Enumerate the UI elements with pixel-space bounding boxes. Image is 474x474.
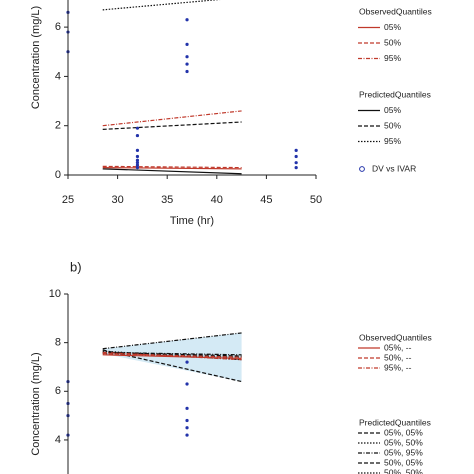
y-axis-label: Concentration (mg/L) [30,352,42,455]
legend-label: 05% [384,22,401,32]
legend-label: 05%, 50% [384,437,423,447]
data-point [135,166,140,170]
predicted-line [102,351,242,356]
legend-label: DV vs IVAR [372,163,416,173]
legend-swatch [359,166,365,172]
data-point [185,62,189,66]
data-point [185,18,189,22]
plot-area [66,0,298,175]
data-point [294,148,298,152]
data-point [185,360,189,364]
y-tick-label: 8 [55,337,61,349]
observed-line [102,354,242,360]
data-point [135,161,140,165]
predicted-line [102,351,242,357]
legend-label: 05%, -- [384,342,412,352]
observed-line [102,167,242,170]
data-point [185,433,189,437]
predicted-line [102,0,221,11]
x-tick-label: 50 [310,194,322,206]
y-tick-label: 6 [55,21,61,33]
observed-line [102,165,242,169]
legend-label: 50%, 05% [384,457,423,467]
legend-title: PredictedQuantiles [359,417,431,427]
y-axis-label: Concentration (mg/L) [30,6,42,109]
legend-label: 05%, 95% [384,447,423,457]
y-tick-label: 2 [55,120,61,132]
data-point [185,418,189,423]
x-tick-label: 25 [62,194,74,206]
data-point [185,382,189,386]
x-tick-label: 35 [161,194,173,206]
x-tick-label: 30 [111,194,123,206]
data-point [185,42,189,46]
legend-label: 50% [384,120,401,130]
observed-line [102,352,242,358]
data-point [135,133,140,138]
data-point [135,163,140,167]
y-tick-label: 6 [55,385,61,397]
legend-label: 95% [384,136,401,146]
legend-label: 95%, -- [384,362,412,372]
data-point [135,126,140,130]
predicted-line [102,332,242,350]
legend-label: 95% [384,53,401,63]
data-point [135,148,140,152]
predicted-line [102,121,242,131]
plot-area [66,332,242,437]
legend-label: 05%, 05% [384,427,423,437]
y-tick-label: 10 [49,288,61,300]
data-point [185,426,189,430]
legend-title: ObservedQuantiles [359,6,432,16]
y-tick-label: 0 [55,169,61,181]
panel-label: b) [70,259,82,274]
data-point [294,166,298,170]
legend-title: ObservedQuantiles [359,332,432,342]
observed-line [102,351,242,361]
legend-label: 50%, -- [384,352,412,362]
data-point [135,154,140,159]
legend-title: PredictedQuantiles [359,89,431,99]
predicted-line [102,168,242,175]
data-point [294,154,298,159]
data-point [294,161,298,165]
observed-line [102,110,242,127]
legend-label: 50% [384,37,401,47]
x-axis-label: Time (hr) [170,215,214,227]
data-point [185,69,189,74]
y-tick-label: 4 [55,70,61,82]
y-tick-label: 4 [55,434,61,446]
data-point [185,406,189,410]
x-tick-label: 45 [260,194,272,206]
data-point [185,55,189,59]
legend-label: 05% [384,105,401,115]
data-point [135,158,140,162]
legend-label: 50%, 50% [384,467,423,474]
x-tick-label: 40 [211,194,223,206]
